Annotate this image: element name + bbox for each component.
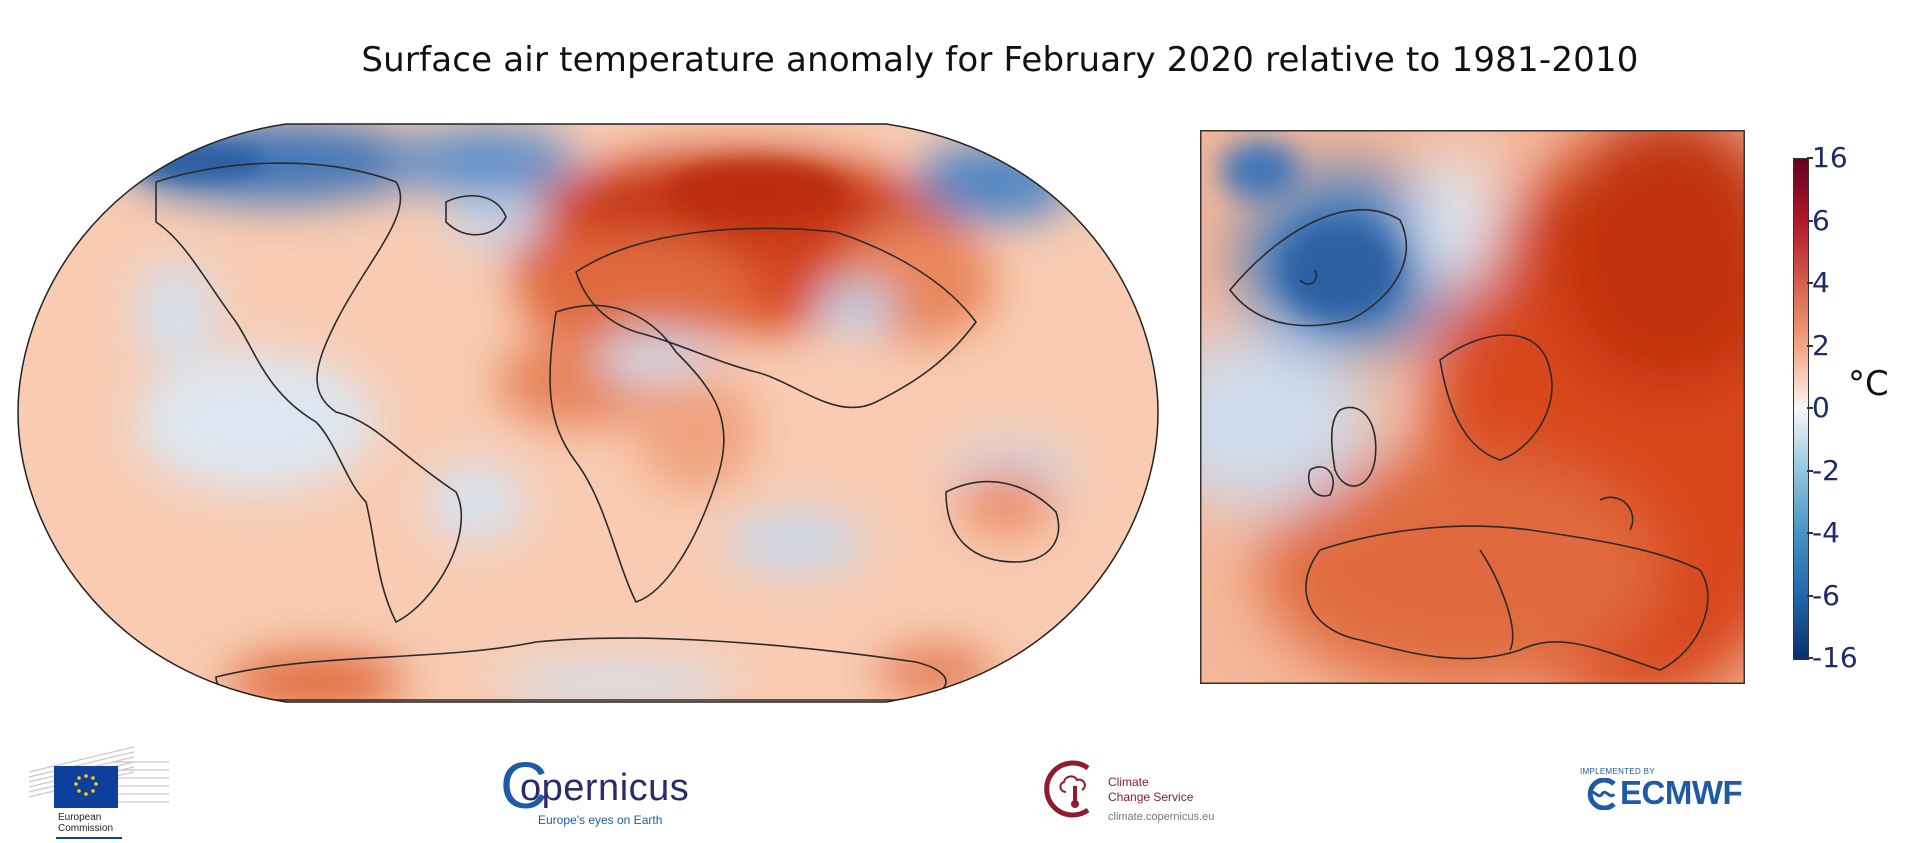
map-title: Surface air temperature anomaly for Febr… xyxy=(361,40,1639,80)
europe-anomaly-map xyxy=(1200,130,1745,684)
colorbar-tick-mark xyxy=(1807,594,1813,597)
colorbar-tick-mark xyxy=(1807,344,1813,347)
colorbar-tick-mark xyxy=(1807,219,1813,222)
colorbar-tick-label: -4 xyxy=(1812,516,1840,549)
european-commission-logo xyxy=(28,746,169,839)
ec-logo-text: European Commission xyxy=(58,812,114,834)
c3s-url: climate.copernicus.eu xyxy=(1108,811,1215,823)
colorbar-tick-mark xyxy=(1807,469,1813,472)
colorbar-unit: °C xyxy=(1848,364,1889,404)
ecmwf-logo-text: ECMWF xyxy=(1620,774,1743,811)
ecmwf-implemented-by: IMPLEMENTED BY xyxy=(1580,767,1655,776)
colorbar-tick-mark xyxy=(1807,532,1813,534)
c3s-logo-icon xyxy=(1044,760,1090,818)
colorbar-tick-label: -6 xyxy=(1812,578,1840,612)
colorbar-tick-label: 16 xyxy=(1812,141,1848,174)
colorbar-tick-mark xyxy=(1807,657,1813,659)
colorbar-tick-label: 2 xyxy=(1812,328,1830,362)
copernicus-logo: C opernicus Europe's eyes on Earth xyxy=(500,748,690,827)
colorbar-tick-label: -16 xyxy=(1812,641,1858,674)
world-anomaly-map xyxy=(17,123,1159,703)
colorbar-tick-label: 4 xyxy=(1812,266,1830,299)
colorbar-tick-mark xyxy=(1807,282,1813,284)
colorbar-tick-label: 6 xyxy=(1812,203,1830,237)
colorbar-tick-mark xyxy=(1807,407,1813,409)
c3s-logo-text: Climate Change Service xyxy=(1108,775,1194,804)
colorbar-tick-label: -2 xyxy=(1812,453,1840,487)
colorbar-tick-label: 0 xyxy=(1812,391,1830,424)
colorbar-tick-mark xyxy=(1807,157,1813,159)
colorbar xyxy=(1793,158,1809,660)
ecmwf-logo-icon xyxy=(1587,778,1616,810)
